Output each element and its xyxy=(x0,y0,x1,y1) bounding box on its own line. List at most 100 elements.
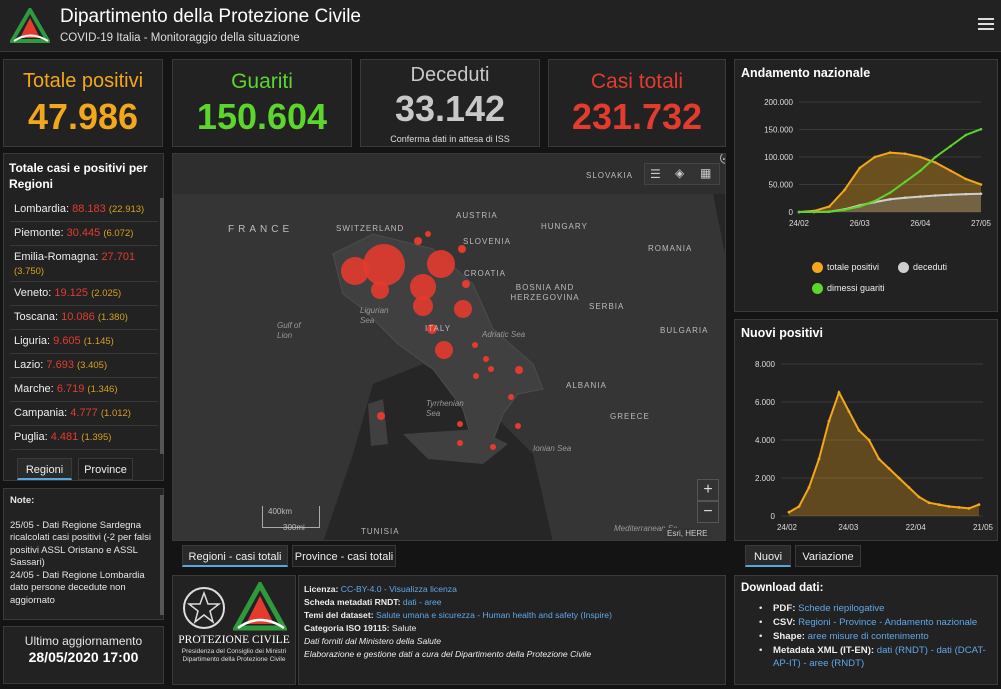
series-point xyxy=(828,205,831,208)
region-row[interactable]: Marche: 6.719 (1.346) xyxy=(10,378,158,402)
download-item: • CSV: Regioni - Province - Andamento naz… xyxy=(741,616,991,629)
last-update-panel: Ultimo aggiornamento 28/05/2020 17:00 xyxy=(3,626,164,684)
region-row[interactable]: Toscana: 10.086 (1.380) xyxy=(10,306,158,330)
region-row[interactable]: Campania: 4.777 (1.012) xyxy=(10,402,158,426)
layers-icon[interactable]: ◈ xyxy=(675,166,685,180)
map-label-france: FRANCE xyxy=(228,224,294,235)
region-row[interactable]: Lombardia: 88.183 (22.913) xyxy=(10,198,158,222)
y-tick-label: 4.000 xyxy=(755,436,776,445)
download-label: Shape: xyxy=(773,631,805,642)
nuovi-positivi-point xyxy=(847,410,851,413)
menu-icon[interactable] xyxy=(978,16,994,32)
nuovi-positivi-point xyxy=(937,503,941,506)
info-label: Scheda metadati RNDT: xyxy=(304,597,401,607)
map-label-romania: ROMANIA xyxy=(648,244,693,253)
nuovi-positivi-point xyxy=(977,503,981,506)
region-list[interactable]: Lombardia: 88.183 (22.913) Piemonte: 30.4… xyxy=(4,198,165,454)
deceduti-label: Deceduti xyxy=(410,64,490,86)
notes-scrollbar[interactable] xyxy=(160,495,164,615)
region-positives: (2.025) xyxy=(91,288,122,299)
map-attribution[interactable]: Esri, HERE xyxy=(664,528,711,539)
region-row[interactable]: Liguria: 9.605 (1.145) xyxy=(10,330,158,354)
download-title: Download dati: xyxy=(741,582,824,594)
region-list-scrollbar[interactable] xyxy=(160,198,164,454)
nuovi-positivi-point xyxy=(817,457,821,461)
nuovi-positivi-chart[interactable]: 0 2.000 4.000 6.000 8.000 24/02 24/03 22/04 21/0… xyxy=(735,350,997,540)
info-text: Elaborazione e gestione dati a cura del … xyxy=(304,649,592,659)
tab-regioni[interactable]: Regioni xyxy=(17,458,72,480)
list-icon[interactable]: ☰ xyxy=(650,167,661,181)
casi-totali-card: Casi totali 231.732 xyxy=(548,59,726,147)
fullscreen-icon[interactable]: ⤢ xyxy=(720,154,725,164)
region-cases: 88.183 xyxy=(72,203,106,215)
map-label-slovenia: SLOVENIA xyxy=(463,237,512,246)
y-tick-label: 150.000 xyxy=(764,126,793,135)
andamento-chart[interactable]: 0 50.000 100.000 150.000 200.000 24/02 26/03 26… xyxy=(735,88,997,238)
map-label-slovakia: SLOVAKIA xyxy=(586,171,633,180)
region-row[interactable]: Veneto: 19.125 (2.025) xyxy=(10,282,158,306)
notes-panel: Note: 25/05 - Dati Regione Sardegna rica… xyxy=(3,488,164,620)
region-cases: 27.701 xyxy=(101,251,136,263)
last-update-value: 28/05/2020 17:00 xyxy=(28,649,139,665)
series-point xyxy=(812,210,816,214)
download-link[interactable]: Regioni - Province - Andamento nazionale xyxy=(798,617,978,628)
nuovi-positivi-chart-title: Nuovi positivi xyxy=(741,326,823,340)
andamento-chart-panel: Andamento nazionale 0 50.000 100.000 150.00… xyxy=(734,59,998,312)
download-link[interactable]: Schede riepilogative xyxy=(798,603,885,614)
download-label: CSV: xyxy=(773,617,796,628)
x-tick-label: 21/05 xyxy=(973,523,994,532)
y-tick-label: 8.000 xyxy=(755,360,776,369)
tab-nuovi[interactable]: Nuovi xyxy=(745,545,791,567)
legend-label: deceduti xyxy=(913,262,948,272)
map-label-ionian: Ionian Sea xyxy=(533,444,572,453)
region-cases: 30.445 xyxy=(66,227,101,239)
nuovi-positivi-point xyxy=(787,510,791,514)
series-area xyxy=(799,152,981,212)
region-cases: 4.777 xyxy=(70,407,98,419)
legend-item[interactable]: dimessi guariti xyxy=(812,283,885,295)
region-name: Campania: xyxy=(14,407,68,419)
region-row[interactable]: Lazio: 7.693 (3.405) xyxy=(10,354,158,378)
info-label: Licenza: xyxy=(304,584,339,594)
info-text[interactable]: CC-BY-4.0 - Visualizza licenza xyxy=(340,584,457,594)
tab-regioni-casi-totali[interactable]: Regioni - casi totali xyxy=(182,545,288,567)
series-point xyxy=(934,155,937,159)
info-text[interactable]: Salute umana e sicurezza - Human health … xyxy=(375,610,612,620)
info-line: Licenza: CC-BY-4.0 - Visualizza licenza xyxy=(304,583,720,596)
map-canvas[interactable] xyxy=(173,154,726,541)
tab-province[interactable]: Province xyxy=(78,458,133,480)
series-point xyxy=(949,169,952,173)
zoom-in-button[interactable]: + xyxy=(697,479,719,501)
protezione-civile-logo-icon xyxy=(10,8,50,43)
info-text[interactable]: dati - aree xyxy=(402,597,442,607)
region-positives: (1.380) xyxy=(97,312,128,323)
region-row[interactable]: Puglia: 4.481 (1.395) xyxy=(10,426,158,450)
download-link[interactable]: aree misure di contenimento xyxy=(807,631,929,642)
zoom-out-button[interactable]: − xyxy=(697,501,719,523)
y-tick-label: 200.000 xyxy=(764,98,793,107)
map-label-albania: ALBANIA xyxy=(566,381,607,390)
nuovi-positivi-point xyxy=(907,486,911,489)
casi-totali-value: 231.732 xyxy=(571,96,703,137)
nuovi-positivi-point xyxy=(807,486,811,489)
series-point xyxy=(828,210,831,214)
legend-item[interactable]: deceduti xyxy=(898,262,948,274)
bullet-icon: • xyxy=(759,631,763,642)
region-row[interactable]: Emilia-Romagna: 27.701 (3.750) xyxy=(10,246,158,282)
info-label: Categoria ISO 19115: xyxy=(304,623,390,633)
tab-province-casi-totali[interactable]: Province - casi totali xyxy=(292,545,396,567)
map-label-bulgaria: BULGARIA xyxy=(660,326,709,335)
series-area xyxy=(799,193,981,212)
y-tick-label: 2.000 xyxy=(755,474,776,483)
x-tick-label: 22/04 xyxy=(906,523,927,532)
legend-item[interactable]: totale positivi xyxy=(812,262,879,274)
download-label: Metadata XML (IT-EN): xyxy=(773,645,875,656)
grid-icon[interactable]: ▦ xyxy=(700,166,712,180)
series-point xyxy=(979,192,983,196)
map-panel[interactable]: SLOVAKIA FRANCE SWITZERLAND AUSTRIA HUNG… xyxy=(172,153,726,541)
map-scale-bar xyxy=(262,506,320,528)
y-tick-label: 0 xyxy=(771,512,776,521)
region-row[interactable]: Piemonte: 30.445 (6.072) xyxy=(10,222,158,246)
download-link[interactable]: dati (RNDT) - dati (DCAT-AP-IT) - aree (… xyxy=(773,645,986,669)
tab-variazione[interactable]: Variazione xyxy=(795,545,861,567)
